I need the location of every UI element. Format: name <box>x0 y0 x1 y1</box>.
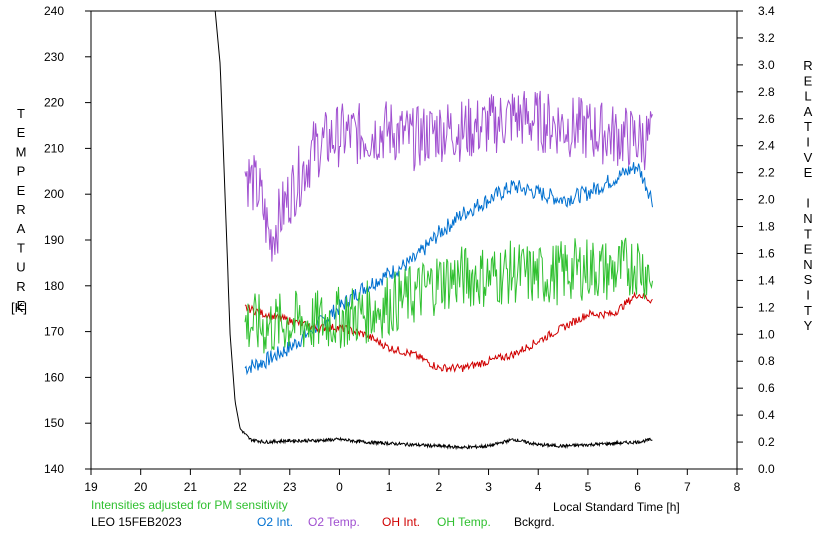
left-axis-label-letter: E <box>17 183 26 198</box>
right-tick-label: 0.2 <box>758 435 775 449</box>
left-axis-label-letter: T <box>17 106 25 121</box>
series-line <box>244 237 653 354</box>
x-tick-label: 6 <box>634 480 641 494</box>
right-tick-label: 1.4 <box>758 273 775 287</box>
right-tick-label: 0.4 <box>758 408 775 422</box>
left-axis-label-letter: E <box>17 298 26 313</box>
right-axis-label-letter: N <box>803 211 812 226</box>
left-tick-label: 160 <box>44 370 64 384</box>
legend-entry: O2 Temp. <box>308 515 360 529</box>
legend-entry: OH Int. <box>382 515 420 529</box>
right-tick-label: 2.6 <box>758 112 775 126</box>
series-line <box>244 90 653 262</box>
right-tick-label: 3.0 <box>758 58 775 72</box>
right-axis-label-letter: L <box>804 89 811 104</box>
right-axis-label-letter: T <box>804 119 812 134</box>
right-tick-label: 0.8 <box>758 354 775 368</box>
right-axis-label-letter: I <box>806 196 810 211</box>
x-tick-label: 7 <box>684 480 691 494</box>
x-tick-label: 3 <box>485 480 492 494</box>
left-axis-label-letter: U <box>16 260 25 275</box>
left-tick-label: 170 <box>44 325 64 339</box>
x-tick-label: 8 <box>734 480 741 494</box>
right-axis-label-letter: E <box>804 165 813 180</box>
right-tick-label: 0.0 <box>758 462 775 476</box>
right-axis-label-letter: N <box>803 257 812 272</box>
x-tick-label: 20 <box>134 480 148 494</box>
right-axis-label-letter: I <box>806 288 810 303</box>
series-line <box>214 10 653 451</box>
right-tick-label: 1.6 <box>758 246 775 260</box>
x-tick-label: 4 <box>535 480 542 494</box>
right-tick-label: 3.2 <box>758 31 775 45</box>
right-tick-label: 2.0 <box>758 193 775 207</box>
left-axis-label-letter: M <box>16 144 27 159</box>
right-tick-label: 0.6 <box>758 381 775 395</box>
right-tick-label: 2.8 <box>758 85 775 99</box>
legend-entry: O2 Int. <box>257 515 293 529</box>
x-axis-label: Local Standard Time [h] <box>553 500 680 514</box>
left-tick-label: 200 <box>44 187 64 201</box>
right-tick-label: 2.4 <box>758 139 775 153</box>
left-axis-label-letter: A <box>17 221 26 236</box>
right-tick-label: 1.2 <box>758 300 775 314</box>
footer-label: LEO 15FEB2023 <box>91 515 182 529</box>
right-axis-label-letter: E <box>804 73 813 88</box>
plot-frame <box>90 10 738 470</box>
left-axis-label-letter: R <box>16 279 25 294</box>
left-tick-label: 180 <box>44 279 64 293</box>
x-tick-label: 0 <box>336 480 343 494</box>
right-tick-label: 3.4 <box>758 4 775 18</box>
right-axis-label-letter: Y <box>804 318 813 333</box>
x-tick-label: 2 <box>436 480 443 494</box>
x-tick-label: 22 <box>233 480 247 494</box>
right-axis-label-letter: T <box>804 303 812 318</box>
left-axis-unit: [K] <box>11 300 27 315</box>
x-tick-label: 21 <box>184 480 198 494</box>
left-tick-label: 190 <box>44 233 64 247</box>
left-tick-label: 150 <box>44 416 64 430</box>
x-tick-label: 1 <box>386 480 393 494</box>
right-tick-label: 1.8 <box>758 220 775 234</box>
left-axis-label-letter: T <box>17 240 25 255</box>
left-axis-label-letter: E <box>17 125 26 140</box>
right-tick-label: 2.2 <box>758 166 775 180</box>
right-axis-label-letter: I <box>806 135 810 150</box>
right-axis-label-letter: T <box>804 226 812 241</box>
right-tick-label: 1.0 <box>758 327 775 341</box>
left-tick-label: 230 <box>44 50 64 64</box>
x-tick-label: 23 <box>283 480 297 494</box>
right-axis-label-letter: S <box>804 272 813 287</box>
legend-entry: Bckgrd. <box>514 515 555 529</box>
left-tick-label: 220 <box>44 96 64 110</box>
right-axis-label-letter: A <box>804 104 813 119</box>
right-axis-label-letter: R <box>803 58 812 73</box>
right-axis-label-letter: E <box>804 242 813 257</box>
x-tick-label: 5 <box>585 480 592 494</box>
x-tick-label: 19 <box>84 480 98 494</box>
right-axis-label-letter: V <box>804 150 813 165</box>
left-tick-label: 240 <box>44 4 64 18</box>
sensitivity-note: Intensities adjusted for PM sensitivity <box>91 498 288 512</box>
legend-entry: OH Temp. <box>437 515 491 529</box>
left-tick-label: 140 <box>44 462 64 476</box>
left-tick-label: 210 <box>44 141 64 155</box>
left-axis-label-letter: P <box>17 164 26 179</box>
left-axis-label-letter: R <box>16 202 25 217</box>
